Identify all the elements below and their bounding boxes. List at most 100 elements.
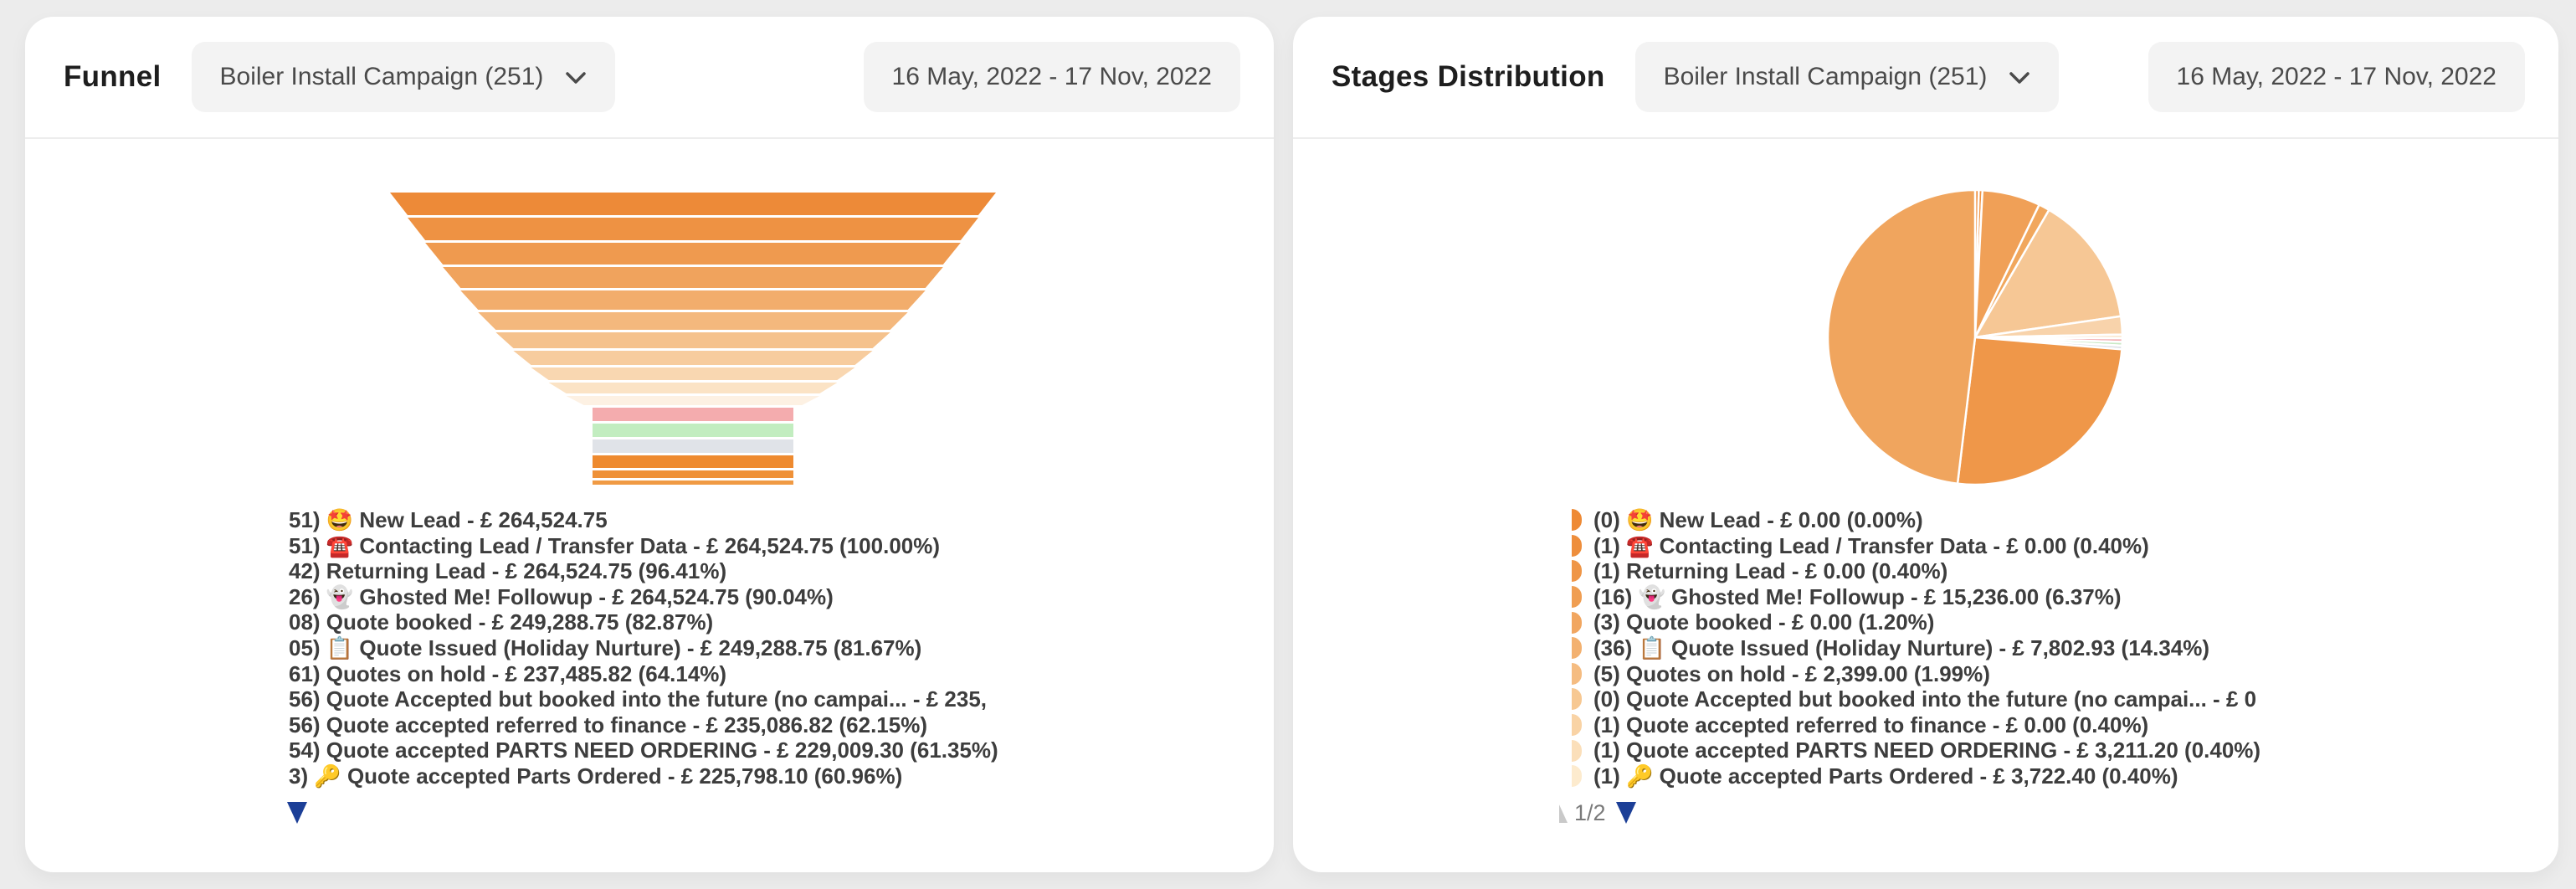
legend-label: 51) ☎️ Contacting Lead / Transfer Data -… [289, 532, 941, 558]
legend-label: 08) Quote booked - £ 249,288.75 (82.87%) [289, 609, 714, 635]
legend-label: 42) Returning Lead - £ 264,524.75 (96.41… [289, 558, 727, 584]
legend-marker [1572, 586, 1582, 609]
next-page-icon[interactable] [1615, 802, 1636, 824]
legend-label: (0) Quote Accepted but booked into the f… [1593, 686, 2257, 712]
funnel-segment[interactable] [478, 312, 908, 330]
legend-marker [1572, 739, 1582, 762]
funnel-stem [593, 408, 793, 485]
legend-marker [1572, 765, 1582, 788]
legend-item: (1) Quote accepted PARTS NEED ORDERING -… [1572, 737, 2474, 763]
funnel-segment[interactable] [566, 396, 820, 405]
stages-distribution-card: Stages Distribution Boiler Install Campa… [1293, 17, 2558, 872]
legend-label: 26) 👻 Ghosted Me! Followup - £ 264,524.7… [289, 583, 834, 609]
legend-label: 3) 🔑 Quote accepted Parts Ordered - £ 22… [289, 763, 903, 789]
pie-slice[interactable] [1826, 188, 1977, 486]
legend-marker [1572, 509, 1582, 532]
page-title-stages: Stages Distribution [1332, 60, 1605, 93]
funnel-segment[interactable] [460, 290, 926, 310]
legend-item: 51) ☎️ Contacting Lead / Transfer Data -… [289, 533, 1027, 559]
legend-label: (1) Quote accepted referred to finance -… [1593, 712, 2149, 737]
legend-item: 05) 📋 Quote Issued (Holiday Nurture) - £… [289, 635, 1027, 661]
page-title-funnel: Funnel [64, 60, 162, 93]
legend-label: 54) Quote accepted PARTS NEED ORDERING -… [289, 737, 998, 763]
funnel-stem-segment[interactable] [593, 424, 793, 437]
legend-marker [1572, 560, 1582, 583]
legend-marker [1572, 662, 1582, 685]
date-range-label: 16 May, 2022 - 17 Nov, 2022 [2176, 63, 2496, 90]
legend-label: 56) Quote Accepted but booked into the f… [289, 686, 988, 712]
legend-marker [1572, 637, 1582, 660]
legend-item: 56) Quote Accepted but booked into the f… [289, 686, 1027, 712]
chevron-down-icon [2009, 63, 2030, 91]
legend-label: (1) ☎️ Contacting Lead / Transfer Data -… [1593, 532, 2149, 558]
legend-label: 61) Quotes on hold - £ 237,485.82 (64.14… [289, 660, 727, 686]
date-range-button[interactable]: 16 May, 2022 - 17 Nov, 2022 [2148, 42, 2525, 112]
legend-item: 54) Quote accepted PARTS NEED ORDERING -… [289, 737, 1027, 763]
legend-label: (36) 📋 Quote Issued (Holiday Nurture) - … [1593, 635, 2210, 660]
legend-label: (3) Quote booked - £ 0.00 (1.20%) [1593, 609, 1935, 635]
legend-item: (1) Returning Lead - £ 0.00 (0.40%) [1572, 558, 2474, 584]
funnel-segment[interactable] [495, 332, 890, 348]
chevron-down-icon [565, 63, 587, 91]
legend-item: 56) Quote accepted referred to finance -… [289, 712, 1027, 738]
funnel-segment[interactable] [531, 367, 855, 380]
pie-chart [1826, 188, 2124, 486]
date-range-label: 16 May, 2022 - 17 Nov, 2022 [891, 63, 1212, 90]
legend-label: (16) 👻 Ghosted Me! Followup - £ 15,236.0… [1593, 583, 2122, 609]
funnel-card: Funnel Boiler Install Campaign (251) 16 … [25, 17, 1274, 872]
funnel-stem-segment[interactable] [593, 480, 793, 485]
stages-card-header: Stages Distribution Boiler Install Campa… [1293, 17, 2558, 139]
legend-item: (16) 👻 Ghosted Me! Followup - £ 15,236.0… [1572, 584, 2474, 610]
legend-label: 05) 📋 Quote Issued (Holiday Nurture) - £… [289, 635, 922, 660]
legend-item: (1) Quote accepted referred to finance -… [1572, 712, 2474, 738]
funnel-segment[interactable] [513, 351, 873, 365]
legend-label: 51) 🤩 New Lead - £ 264,524.75 [289, 507, 608, 532]
legend-item: (36) 📋 Quote Issued (Holiday Nurture) - … [1572, 635, 2474, 661]
legend-item: (3) Quote booked - £ 0.00 (1.20%) [1572, 609, 2474, 635]
legend-label: (5) Quotes on hold - £ 2,399.00 (1.99%) [1593, 660, 1990, 686]
funnel-stem-segment[interactable] [593, 455, 793, 468]
funnel-stem-segment[interactable] [593, 439, 793, 453]
legend-item: 51) 🤩 New Lead - £ 264,524.75 [289, 507, 1027, 533]
funnel-stem-segment[interactable] [593, 470, 793, 478]
legend-item: 08) Quote booked - £ 249,288.75 (82.87%) [289, 609, 1027, 635]
funnel-legend: 51) 🤩 New Lead - £ 264,524.75 51) ☎️ Cont… [289, 507, 1027, 790]
legend-marker [1572, 611, 1582, 634]
legend-marker [1572, 688, 1582, 711]
funnel-segment[interactable] [425, 243, 961, 265]
funnel-chart-zone: 51) 🤩 New Lead - £ 264,524.75 51) ☎️ Cont… [25, 139, 1274, 872]
funnel-segment[interactable] [548, 383, 838, 393]
legend-item: (1) 🔑 Quote accepted Parts Ordered - £ 3… [1572, 763, 2474, 789]
legend-label: 56) Quote accepted referred to finance -… [289, 712, 928, 737]
pie-chart-zone: (0) 🤩 New Lead - £ 0.00 (0.00%) (1) ☎️ Co… [1293, 139, 2558, 872]
funnel-segment[interactable] [443, 267, 943, 288]
legend-item: 3) 🔑 Quote accepted Parts Ordered - £ 22… [289, 763, 1027, 789]
funnel-stem-segment[interactable] [593, 408, 793, 421]
funnel-segment[interactable] [390, 193, 996, 215]
campaign-dropdown[interactable]: Boiler Install Campaign (251) [191, 42, 616, 112]
stages-legend: (0) 🤩 New Lead - £ 0.00 (0.00%) (1) ☎️ Co… [1572, 507, 2474, 790]
next-page-icon[interactable] [287, 802, 307, 824]
funnel-segment[interactable] [408, 218, 978, 240]
stages-legend-pagination: 1/2 [1559, 799, 1636, 827]
date-range-button[interactable]: 16 May, 2022 - 17 Nov, 2022 [863, 42, 1240, 112]
page-indicator: 1/2 [1574, 799, 1606, 825]
legend-marker [1572, 714, 1582, 737]
legend-item: (0) 🤩 New Lead - £ 0.00 (0.00%) [1572, 507, 2474, 533]
legend-label: (0) 🤩 New Lead - £ 0.00 (0.00%) [1593, 507, 1923, 532]
legend-marker [1572, 534, 1582, 557]
legend-item: 61) Quotes on hold - £ 237,485.82 (64.14… [289, 661, 1027, 687]
funnel-card-header: Funnel Boiler Install Campaign (251) 16 … [25, 17, 1274, 139]
previous-page-icon[interactable] [1559, 803, 1568, 823]
legend-label: (1) Quote accepted PARTS NEED ORDERING -… [1593, 737, 2261, 763]
legend-item: (1) ☎️ Contacting Lead / Transfer Data -… [1572, 533, 2474, 559]
pie-slice[interactable] [1973, 208, 2122, 339]
legend-item: (5) Quotes on hold - £ 2,399.00 (1.99%) [1572, 661, 2474, 687]
legend-item: 42) Returning Lead - £ 264,524.75 (96.41… [289, 558, 1027, 584]
legend-label: (1) 🔑 Quote accepted Parts Ordered - £ 3… [1593, 763, 2178, 789]
pie-slice[interactable] [1956, 336, 2123, 486]
campaign-dropdown-label: Boiler Install Campaign (251) [1663, 63, 1988, 90]
campaign-dropdown[interactable]: Boiler Install Campaign (251) [1634, 42, 2060, 112]
legend-label: (1) Returning Lead - £ 0.00 (0.40%) [1593, 558, 1948, 584]
funnel-chart [390, 193, 996, 487]
